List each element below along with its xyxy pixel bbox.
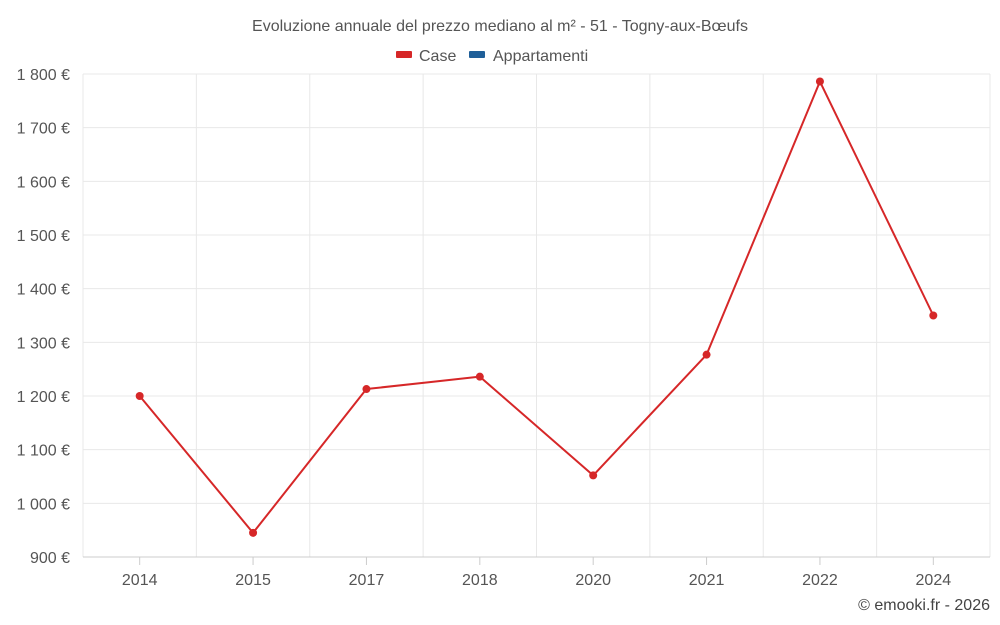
grid [82, 73, 991, 557]
data-point [929, 311, 938, 320]
legend-label-case: Case [419, 48, 456, 65]
data-point [815, 77, 824, 86]
legend-item-appartamenti[interactable]: Appartamenti [469, 48, 588, 65]
data-point [135, 392, 144, 400]
y-tick-label: 1 300 € [17, 335, 70, 352]
credit-text: © emooki.fr - 2026 [858, 597, 990, 614]
x-tick-label: 2020 [575, 572, 611, 589]
data-point [249, 528, 258, 537]
y-tick-label: 1 800 € [17, 67, 70, 84]
data-point [589, 471, 598, 480]
legend: Case Appartamenti [396, 48, 588, 65]
data-point [362, 385, 371, 394]
x-tick-label: 2014 [122, 572, 158, 589]
legend-swatch-appartamenti [469, 51, 485, 58]
data-point [702, 350, 711, 359]
y-tick-label: 1 600 € [17, 174, 70, 191]
data-point [475, 372, 484, 381]
x-tick-label: 2018 [462, 572, 498, 589]
x-tick-label: 2022 [802, 572, 838, 589]
x-tick-label: 2017 [349, 572, 385, 589]
legend-item-case[interactable]: Case [396, 48, 456, 65]
x-axis-ticks: 2014 2015 2017 2018 2020 2021 2022 2024 [122, 572, 951, 589]
legend-swatch-case [396, 51, 412, 58]
y-tick-label: 1 100 € [17, 443, 70, 460]
axes [83, 556, 990, 565]
y-tick-label: 900 € [30, 550, 70, 567]
series-case [135, 77, 938, 537]
y-tick-label: 1 500 € [17, 228, 70, 245]
y-tick-label: 1 400 € [17, 282, 70, 299]
chart-title: Evoluzione annuale del prezzo mediano al… [252, 18, 748, 35]
x-tick-label: 2021 [689, 572, 725, 589]
x-tick-label: 2015 [235, 572, 271, 589]
y-tick-label: 1 700 € [17, 121, 70, 138]
legend-label-appartamenti: Appartamenti [493, 48, 588, 65]
y-tick-label: 1 000 € [17, 496, 70, 513]
x-tick-label: 2024 [916, 572, 952, 589]
y-tick-label: 1 200 € [17, 389, 70, 406]
series-line-0 [138, 80, 935, 534]
y-axis-ticks: 900 € 1 000 € 1 100 € 1 200 € 1 300 € 1 400 €… [17, 67, 70, 567]
